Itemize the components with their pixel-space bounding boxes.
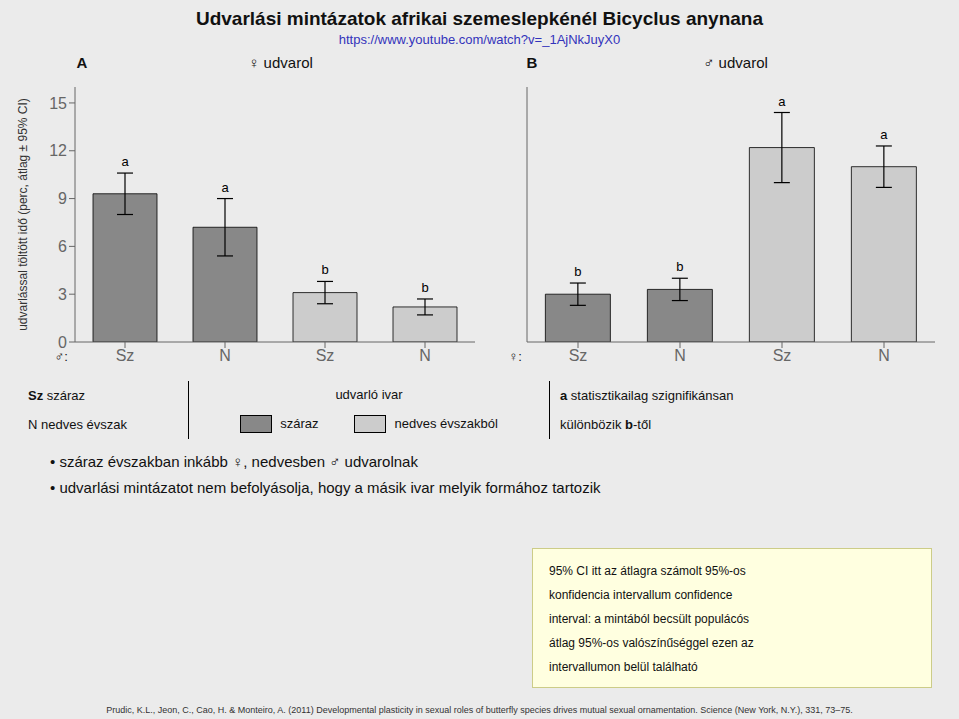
svg-text:a: a <box>221 180 229 195</box>
svg-text:0: 0 <box>58 334 67 351</box>
svg-text:b: b <box>321 262 328 277</box>
html-text:95% CI itt az átlagra számolt: 95% CI itt az átlagra számolt 95%-os <box>549 564 746 578</box>
svg-text:9: 9 <box>58 190 67 207</box>
svg-text:6: 6 <box>58 238 67 255</box>
svg-text:a: a <box>121 154 129 169</box>
svg-text:Sz: Sz <box>315 347 334 364</box>
svg-text:N: N <box>674 347 686 364</box>
html-text:• száraz évszakban inkább ♀, n: • száraz évszakban inkább ♀, nedvesben ♂… <box>50 453 418 470</box>
svg-text:12: 12 <box>49 142 67 159</box>
html-text:udvarló ivar: udvarló ivar <box>335 387 403 403</box>
svg-text:Sz: Sz <box>115 347 134 364</box>
html-text:konfidencia intervallum confid: konfidencia intervallum confidence <box>549 588 733 602</box>
svg-text:3: 3 <box>58 286 67 303</box>
svg-text:a: a <box>778 94 786 109</box>
html-text:száraz: száraz <box>280 416 319 432</box>
html-text:♂ udvarol: ♂ udvarol <box>703 54 768 71</box>
svg-text:b: b <box>574 264 581 279</box>
html-text:♀ udvarol: ♀ udvarol <box>248 54 313 71</box>
svg-text:b: b <box>421 280 428 295</box>
svg-text:N: N <box>419 347 431 364</box>
svg-text:udvarlással töltött idő (perc,: udvarlással töltött idő (perc, átlag ± 9… <box>16 98 30 331</box>
html-text:a statisztikailag szignifikáns: a statisztikailag szignifikánsan <box>560 388 734 403</box>
html-text:Prudic, K.L., Jeon, C., Cao, H: Prudic, K.L., Jeon, C., Cao, H. & Montei… <box>106 705 853 715</box>
svg-text:Sz: Sz <box>568 347 587 364</box>
html-text:Udvarlási mintázatok afrikai s: Udvarlási mintázatok afrikai szemeslepké… <box>195 8 763 29</box>
html-text:intervallumon belül található: intervallumon belül található <box>549 660 698 674</box>
html-text:N nedves évszak: N nedves évszak <box>28 417 127 432</box>
html-text:különbözik b -től: különbözik b -től <box>560 417 652 432</box>
svg-text:b: b <box>676 259 683 274</box>
html-text:https://www.youtube.com/watch?: https://www.youtube.com/watch?v=_1AjNkJu… <box>338 32 621 47</box>
html-text:• udvarlási mintázatot nem bef: • udvarlási mintázatot nem befolyásolja,… <box>50 479 601 496</box>
html-text:nedves évszakból: nedves évszakból <box>394 416 498 432</box>
html-text:A: A <box>76 54 88 71</box>
svg-text:a: a <box>880 127 888 142</box>
html-text:interval: a mintából becsült p: interval: a mintából becsült populácós <box>549 612 750 626</box>
svg-text:N: N <box>878 347 890 364</box>
svg-text:15: 15 <box>49 95 67 112</box>
svg-text:N: N <box>219 347 231 364</box>
html-text:átlag 95%-os valószínűséggel e: átlag 95%-os valószínűséggel ezen az <box>549 636 754 650</box>
html-text:Sz száraz: Sz száraz <box>28 388 86 403</box>
html-text:B: B <box>526 54 538 71</box>
svg-text:Sz: Sz <box>772 347 791 364</box>
